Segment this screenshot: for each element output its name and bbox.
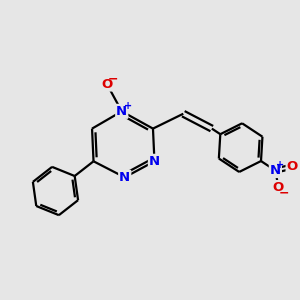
Text: −: −: [108, 73, 118, 85]
Text: +: +: [276, 160, 284, 170]
Text: O: O: [101, 77, 112, 91]
Text: N: N: [119, 171, 130, 184]
Text: O: O: [286, 160, 298, 173]
Text: N: N: [116, 105, 127, 118]
Text: N: N: [149, 155, 160, 168]
Text: O: O: [273, 181, 284, 194]
Text: N: N: [270, 164, 281, 177]
Text: −: −: [279, 186, 290, 200]
Text: +: +: [124, 101, 132, 111]
